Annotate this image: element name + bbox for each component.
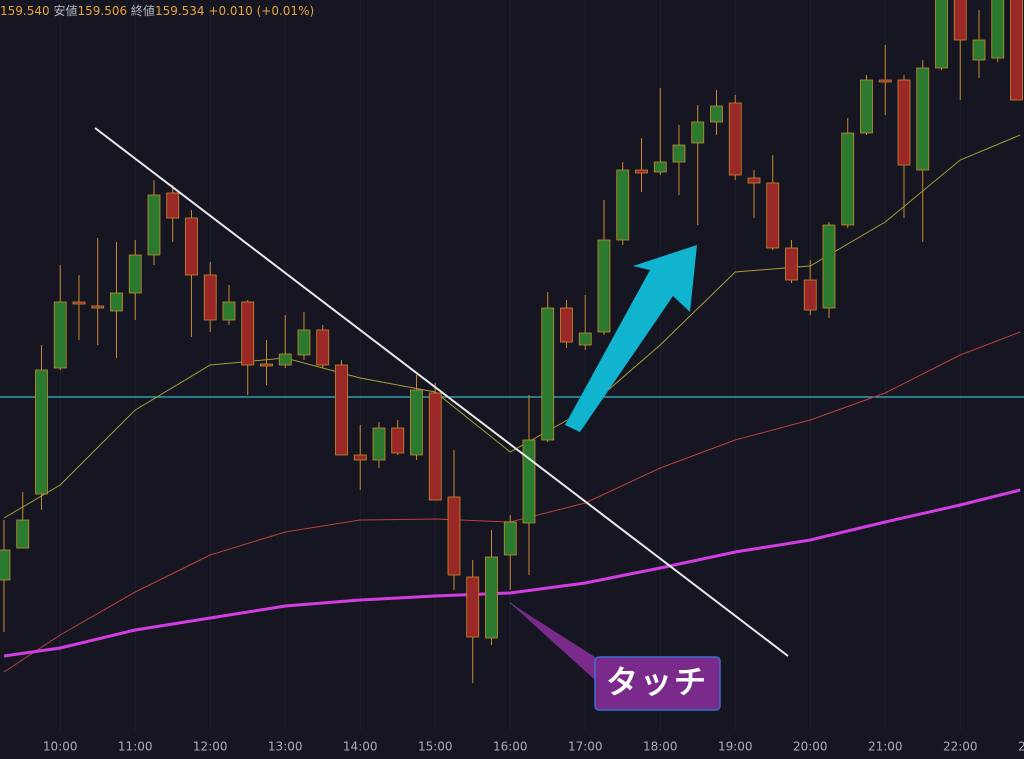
candle-body: [803, 279, 817, 311]
candle-body: [166, 192, 180, 219]
candle-body: [185, 217, 198, 276]
overlay-line: [94, 127, 789, 657]
header-label: 終値: [131, 3, 155, 18]
candle-body: [241, 301, 255, 366]
candle-body: [991, 0, 1005, 59]
x-tick-label: 23:00: [1018, 740, 1024, 754]
candle-body: [766, 182, 780, 249]
header-change: +0.010 (+0.01%): [208, 4, 314, 18]
candle-body: [428, 392, 442, 501]
candle-body: [53, 301, 67, 369]
header-label: 安値: [53, 3, 77, 18]
header: 159.540 安値159.506 終値159.534 +0.010 (+0.0…: [0, 3, 314, 18]
candle-body: [785, 247, 798, 281]
candle-body: [316, 329, 330, 366]
candle-body: [747, 177, 761, 184]
x-tick-label: 14:00: [343, 740, 378, 754]
candle-body: [916, 67, 930, 171]
candle-body: [147, 194, 161, 256]
overlay-line: [3, 488, 1021, 658]
candle-body: [897, 79, 911, 166]
x-tick-label: 15:00: [418, 740, 453, 754]
candle-body: [128, 254, 142, 294]
header-value: 159.534: [155, 4, 205, 18]
candle-body: [822, 224, 836, 309]
header-value: 159.540: [0, 4, 50, 18]
x-tick-label: 17:00: [568, 740, 603, 754]
candle-body: [353, 454, 367, 461]
candle-body: [728, 102, 742, 176]
candle-body: [335, 364, 348, 456]
candle-body: [0, 549, 11, 581]
candle-body: [972, 39, 986, 61]
candle-body: [578, 332, 592, 346]
candle-body: [222, 301, 236, 321]
annotation-text: タッチ: [606, 663, 708, 701]
annotation-box: [594, 656, 721, 711]
candle-body: [391, 427, 405, 454]
candle-body: [935, 0, 948, 69]
candle-body: [72, 301, 86, 305]
candle-body: [860, 79, 873, 134]
overlay-line: [3, 134, 1021, 519]
candle-body: [278, 353, 292, 366]
candle-body: [616, 169, 630, 241]
candle-body: [841, 132, 855, 226]
candle-body: [541, 307, 555, 441]
x-tick-label: 20:00: [793, 740, 828, 754]
candle-body: [110, 292, 123, 312]
x-tick-label: 18:00: [643, 740, 678, 754]
x-tick-label: 19:00: [718, 740, 753, 754]
candle-body: [16, 519, 30, 549]
x-tick-label: 13:00: [268, 740, 303, 754]
x-tick-label: 12:00: [193, 740, 228, 754]
trend-arrow: [565, 245, 697, 432]
candle-body: [653, 161, 667, 173]
candle-body: [485, 556, 498, 639]
candle-body: [91, 305, 105, 309]
annotation-pointer-fill: [510, 603, 595, 680]
candle-body: [635, 169, 648, 174]
candle-body: [297, 329, 311, 356]
x-tick-label: 22:00: [943, 740, 978, 754]
candle-body: [1010, 0, 1023, 101]
plot-area: [0, 0, 1024, 683]
candle-body: [560, 307, 573, 343]
candle-body: [203, 274, 217, 321]
candle-body: [953, 0, 967, 41]
candle-body: [35, 369, 48, 495]
candle-body: [466, 576, 480, 638]
candle-body: [410, 389, 423, 456]
candle-body: [522, 439, 536, 524]
candle-body: [672, 144, 686, 163]
candle-body: [372, 427, 386, 461]
x-tick-label: 16:00: [493, 740, 528, 754]
x-tick-label: 10:00: [43, 740, 78, 754]
candle-body: [710, 105, 723, 123]
candle-body: [447, 496, 461, 576]
candle-body: [691, 121, 705, 144]
candle-body: [878, 79, 892, 83]
x-tick-label: 11:00: [118, 740, 153, 754]
candle-body: [260, 363, 273, 367]
candle-body: [597, 239, 611, 333]
x-tick-label: 21:00: [868, 740, 903, 754]
candle-body: [503, 521, 517, 556]
header-value: 159.506: [77, 4, 127, 18]
